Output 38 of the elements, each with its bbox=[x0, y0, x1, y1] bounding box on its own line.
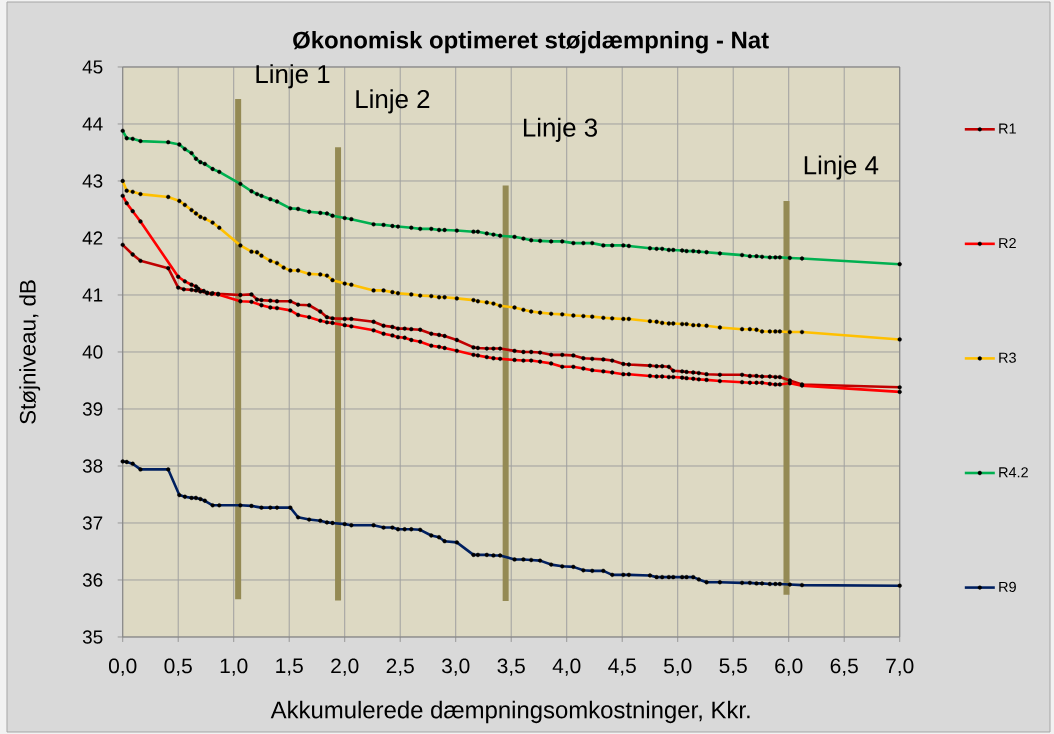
y-tick-label: 42 bbox=[82, 231, 103, 245]
y-tick-label: 45 bbox=[82, 60, 103, 74]
y-tick-label: 36 bbox=[82, 573, 103, 587]
x-tick-label: 6,5 bbox=[830, 658, 858, 676]
x-tick-label: 2,0 bbox=[331, 658, 359, 676]
legend-label: R2 bbox=[999, 238, 1016, 249]
x-axis-title: Akkumulerede dæmpningsomkostninger, Kkr. bbox=[270, 700, 750, 724]
x-tick-label: 1,0 bbox=[220, 658, 248, 676]
chart-title: Økonomisk optimeret støjdæmpning - Nat bbox=[293, 30, 769, 54]
annotation: Linje 2 bbox=[356, 89, 430, 114]
x-tick-label: 4,0 bbox=[552, 658, 581, 676]
y-tick-label: 41 bbox=[82, 288, 103, 302]
legend-label: R9 bbox=[999, 581, 1016, 593]
y-tick-label: 35 bbox=[82, 630, 103, 644]
annotation: Linje 4 bbox=[804, 155, 879, 180]
legend-label: R4.2 bbox=[999, 467, 1028, 478]
y-tick-label: 44 bbox=[82, 117, 103, 131]
annotation: Linje 3 bbox=[523, 117, 597, 142]
x-tick-label: 7,0 bbox=[886, 658, 914, 676]
x-tick-label: 2,5 bbox=[386, 658, 414, 676]
x-tick-label: 0,5 bbox=[164, 658, 192, 676]
x-tick-label: 5,5 bbox=[719, 658, 747, 676]
legend-label: R3 bbox=[999, 352, 1016, 363]
y-tick-label: 38 bbox=[82, 459, 103, 473]
y-tick-label: 37 bbox=[82, 516, 103, 530]
y-tick-label: 40 bbox=[82, 345, 103, 359]
x-tick-label: 0,0 bbox=[108, 658, 137, 676]
x-tick-label: 4,5 bbox=[608, 658, 636, 676]
annotation: Linje 1 bbox=[256, 64, 330, 89]
x-tick-label: 1,5 bbox=[276, 658, 303, 676]
y-axis-title: Støjniveau, dB bbox=[19, 280, 41, 424]
x-tick-label: 3,5 bbox=[497, 658, 525, 676]
legend-label: R1 bbox=[999, 123, 1016, 134]
x-tick-label: 5,0 bbox=[664, 658, 692, 676]
x-tick-label: 3,0 bbox=[441, 658, 470, 676]
x-tick-label: 6,0 bbox=[775, 658, 803, 676]
y-tick-label: 39 bbox=[82, 402, 103, 416]
y-tick-label: 43 bbox=[82, 174, 103, 188]
